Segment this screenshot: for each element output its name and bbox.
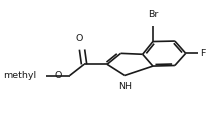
Text: O: O: [55, 71, 62, 80]
Text: F: F: [200, 49, 206, 58]
Text: O: O: [75, 34, 83, 43]
Text: NH: NH: [118, 82, 132, 91]
Text: methyl: methyl: [3, 71, 36, 80]
Text: Br: Br: [148, 10, 158, 19]
